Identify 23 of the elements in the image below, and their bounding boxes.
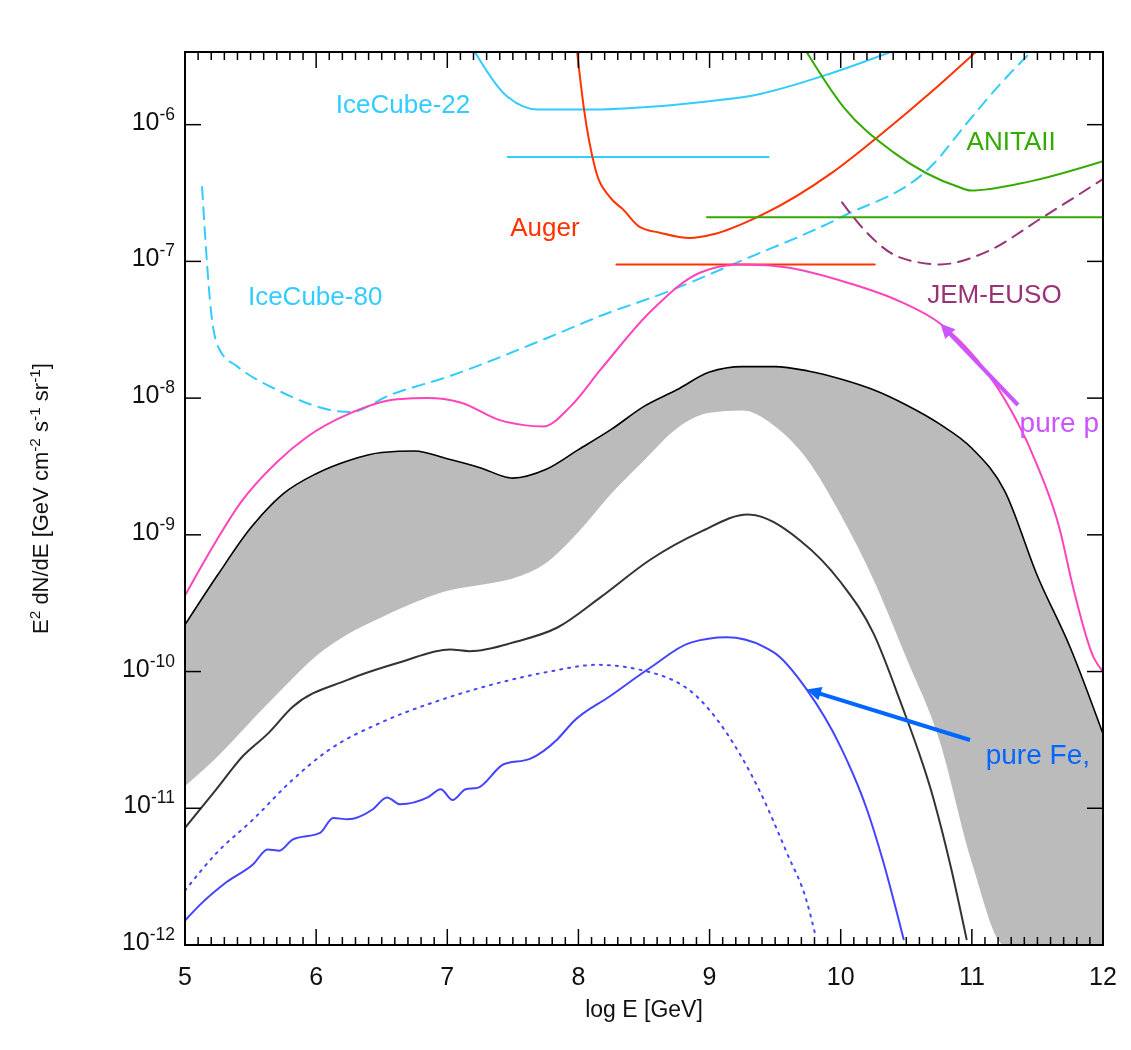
series-label: IceCube-80 (247, 280, 383, 311)
x-tick-label: 7 (440, 962, 455, 990)
y-tick-label: 10$^{-9}$ (131, 513, 175, 545)
series-label: ANITAII (966, 126, 1056, 157)
y-tick-label: 10$^{-10}$ (121, 650, 176, 682)
series-label: JEM-EUSO (927, 279, 1062, 310)
annotation: pure p (1019, 407, 1099, 438)
x-tick-label: 8 (571, 962, 586, 990)
x-tick-label: 5 (178, 962, 192, 990)
series-label: IceCube-22 (335, 89, 471, 120)
x-tick-label: 12 (1089, 962, 1117, 990)
annotation: pure Fe, (985, 739, 1090, 770)
x-tick-label: 10 (826, 962, 855, 990)
x-axis-title: log E [GeV] (585, 996, 703, 1022)
y-tick-label: 10$^{-6}$ (131, 103, 175, 135)
x-tick-label: 6 (309, 962, 324, 990)
y-tick-label: 10$^{-7}$ (131, 240, 175, 272)
y-tick-label: 10$^{-11}$ (123, 787, 175, 819)
series-label: Auger (510, 212, 580, 243)
y-tick-label: 10$^{-8}$ (131, 377, 175, 409)
x-tick-label: 9 (702, 962, 717, 990)
x-tick-label: 11 (958, 962, 985, 990)
y-tick-label: 10$^{-12}$ (121, 924, 175, 955)
